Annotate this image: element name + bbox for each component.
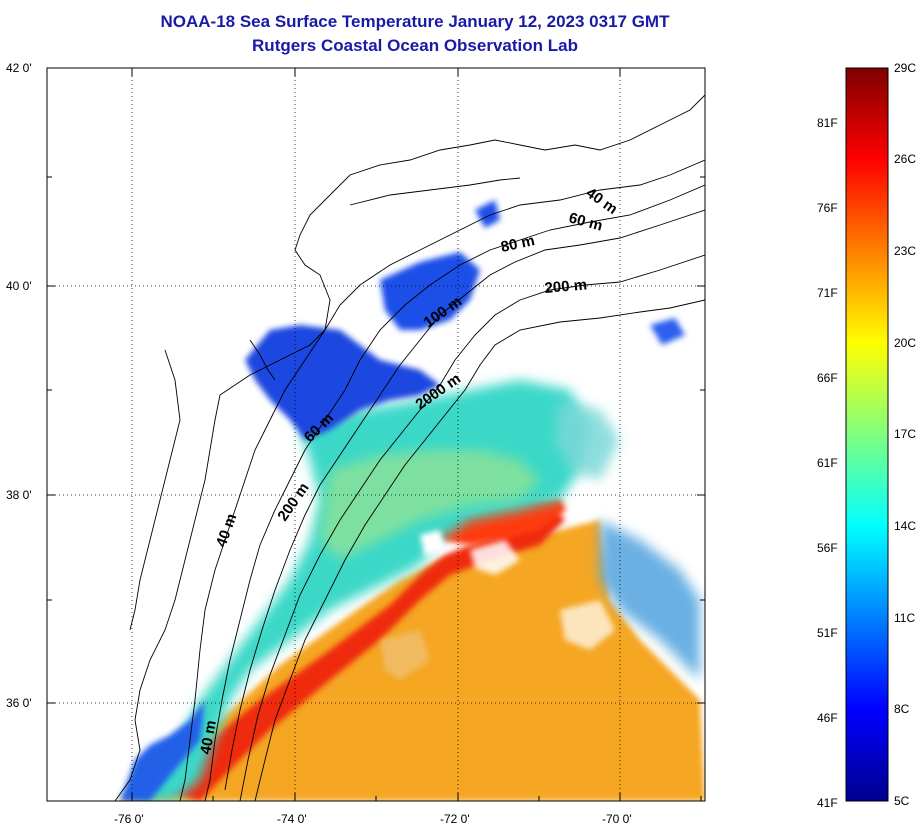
cloud-gap-4	[380, 630, 430, 680]
lat-label-38: 38 0'	[6, 488, 32, 502]
sst-green-region	[320, 450, 540, 560]
contour-60m	[204, 184, 705, 801]
contour-label-40m-cape: 40 m	[197, 719, 220, 756]
lat-label-40: 40 0'	[6, 279, 32, 293]
cloud-gap-3	[560, 600, 615, 650]
colorbar-label-61f: 61F	[817, 456, 838, 470]
delaware-bay-shore	[249, 339, 276, 381]
colorbar-label-14c: 14C	[894, 519, 917, 533]
contour-label-80m-north: 80 m	[499, 232, 536, 256]
sst-east-cyan	[555, 400, 620, 480]
colorbar-label-26c: 26C	[894, 152, 917, 166]
contour-200m	[239, 254, 705, 801]
cloud-gap-2	[470, 540, 520, 575]
sst-blue-shelf-north	[245, 325, 440, 440]
colorbar-label-20c: 20C	[894, 336, 917, 350]
coastline	[114, 94, 705, 801]
contour-2000m	[254, 299, 705, 801]
lon-label-72: -72 0'	[440, 812, 470, 826]
contour-label-200m-north: 200 m	[544, 276, 588, 297]
map-title: NOAA-18 Sea Surface Temperature January …	[160, 12, 670, 31]
sst-blue-patch-e	[650, 318, 685, 345]
colorbar-label-17c: 17C	[894, 427, 917, 441]
colorbar-label-41f: 41F	[817, 796, 838, 810]
colorbar-label-71f: 71F	[817, 286, 838, 300]
colorbar-label-29c: 29C	[894, 61, 917, 75]
colorbar-label-11c: 11C	[894, 611, 916, 625]
sst-east-mix	[600, 520, 700, 680]
sst-red-band	[160, 510, 565, 801]
contour-80m	[224, 209, 705, 791]
sst-blue-shelf-ny	[380, 252, 480, 330]
map-subtitle: Rutgers Coastal Ocean Observation Lab	[252, 36, 578, 55]
colorbar-label-51f: 51F	[817, 626, 838, 640]
long-island-shore	[349, 177, 521, 206]
colorbar-label-81f: 81F	[817, 116, 838, 130]
colorbar-label-46f: 46F	[817, 711, 838, 725]
colorbar-label-76f: 76F	[817, 201, 838, 215]
sst-blue-patch-ne	[475, 200, 500, 228]
colorbar-label-56f: 56F	[817, 541, 838, 555]
sst-red-patch	[430, 498, 566, 545]
colorbar-label-5c: 5C	[894, 794, 910, 808]
colorbar-label-8c: 8C	[894, 702, 910, 716]
colorbar-label-66f: 66F	[817, 371, 838, 385]
chesapeake-bay-shore	[129, 349, 181, 631]
lon-label-70: -70 0'	[602, 812, 632, 826]
contour-label-200m-south: 200 m	[274, 480, 312, 525]
lon-label-76: -76 0'	[114, 812, 144, 826]
lon-label-74: -74 0'	[277, 812, 307, 826]
graticule	[47, 68, 705, 801]
contour-40m	[179, 159, 705, 801]
contour-label-40m-south: 40 m	[213, 511, 241, 549]
cloud-gap-1	[420, 530, 445, 556]
lat-label-36: 36 0'	[6, 696, 32, 710]
lat-label-42: 42 0'	[6, 61, 32, 75]
contour-label-60m-north: 60 m	[567, 209, 604, 234]
colorbar	[845, 67, 889, 802]
sst-blue-shelf-south	[120, 700, 205, 801]
colorbar-label-23c: 23C	[894, 244, 917, 258]
